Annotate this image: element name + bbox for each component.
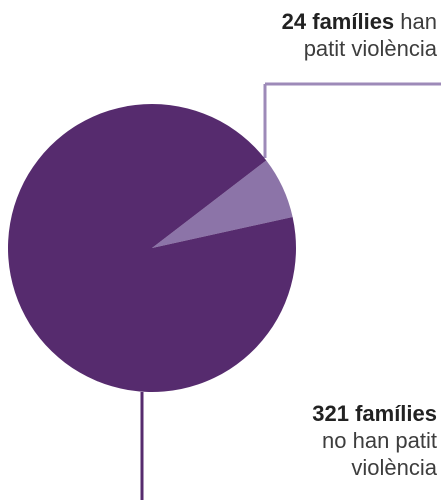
pie-slice-no-violence bbox=[8, 103, 297, 393]
label-large-slice-count: 321 famílies bbox=[312, 401, 437, 426]
label-large-slice-line3: violència bbox=[351, 455, 437, 480]
label-small-slice: 24 famílies han patit violència bbox=[282, 8, 437, 62]
label-small-slice-rest: han bbox=[394, 9, 437, 34]
label-large-slice: 321 famílies no han patit violència bbox=[312, 400, 437, 481]
pie-slice-violence bbox=[152, 160, 293, 248]
label-small-slice-count: 24 famílies bbox=[281, 9, 395, 34]
label-large-slice-line2: no han patit bbox=[322, 428, 437, 453]
label-small-slice-line2: patit violència bbox=[303, 36, 437, 61]
